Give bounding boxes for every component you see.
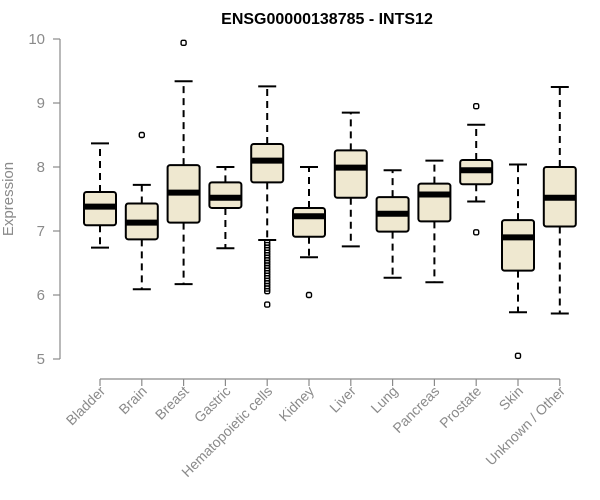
x-tick-label: Skin xyxy=(496,383,527,414)
box-breast xyxy=(166,39,201,286)
outlier-point xyxy=(264,301,271,308)
outlier-point xyxy=(305,291,313,299)
y-tick-label: 6 xyxy=(37,287,45,304)
y-axis-label: Expression xyxy=(0,162,17,236)
y-tick-label: 5 xyxy=(37,351,45,368)
box-skin xyxy=(501,163,535,359)
x-tick-label: Prostate xyxy=(436,383,484,431)
outlier-point xyxy=(473,102,480,110)
outlier-point xyxy=(514,352,522,359)
y-tick-label: 9 xyxy=(37,95,45,112)
x-tick-label: Liver xyxy=(326,383,359,416)
x-tick-label: Lung xyxy=(367,383,400,416)
chart-title: ENSG00000138785 - INTS12 xyxy=(221,11,433,28)
outlier-point xyxy=(180,39,187,47)
box-hematopoietic-cells xyxy=(250,85,285,308)
y-tick-label: 10 xyxy=(28,31,45,48)
outlier-point xyxy=(138,131,146,139)
box-pancreas xyxy=(417,159,452,284)
x-tick-label: Kidney xyxy=(276,383,318,425)
box-unknown-other xyxy=(542,86,577,315)
box-iqr xyxy=(292,206,326,238)
box-kidney xyxy=(292,166,326,299)
x-tick-label: Brain xyxy=(115,383,149,417)
box-liver xyxy=(333,111,368,248)
x-tick-label: Breast xyxy=(152,383,192,423)
x-tick-label: Unknown / Other xyxy=(482,383,568,469)
outlier-point xyxy=(264,287,271,295)
box-iqr xyxy=(501,219,535,272)
y-axis: 5 6 7 8 9 10 xyxy=(28,31,61,368)
plot-area xyxy=(83,39,577,359)
box-brain xyxy=(124,131,159,291)
x-tick-label: Bladder xyxy=(63,383,109,429)
box-iqr xyxy=(333,149,368,199)
y-tick-label: 8 xyxy=(37,159,45,176)
box-lung xyxy=(375,169,410,279)
box-iqr xyxy=(417,182,452,223)
box-prostate xyxy=(459,102,494,236)
y-tick-label: 7 xyxy=(37,223,45,240)
box-gastric xyxy=(208,166,243,250)
box-bladder xyxy=(83,142,117,249)
outlier-point xyxy=(473,229,480,236)
